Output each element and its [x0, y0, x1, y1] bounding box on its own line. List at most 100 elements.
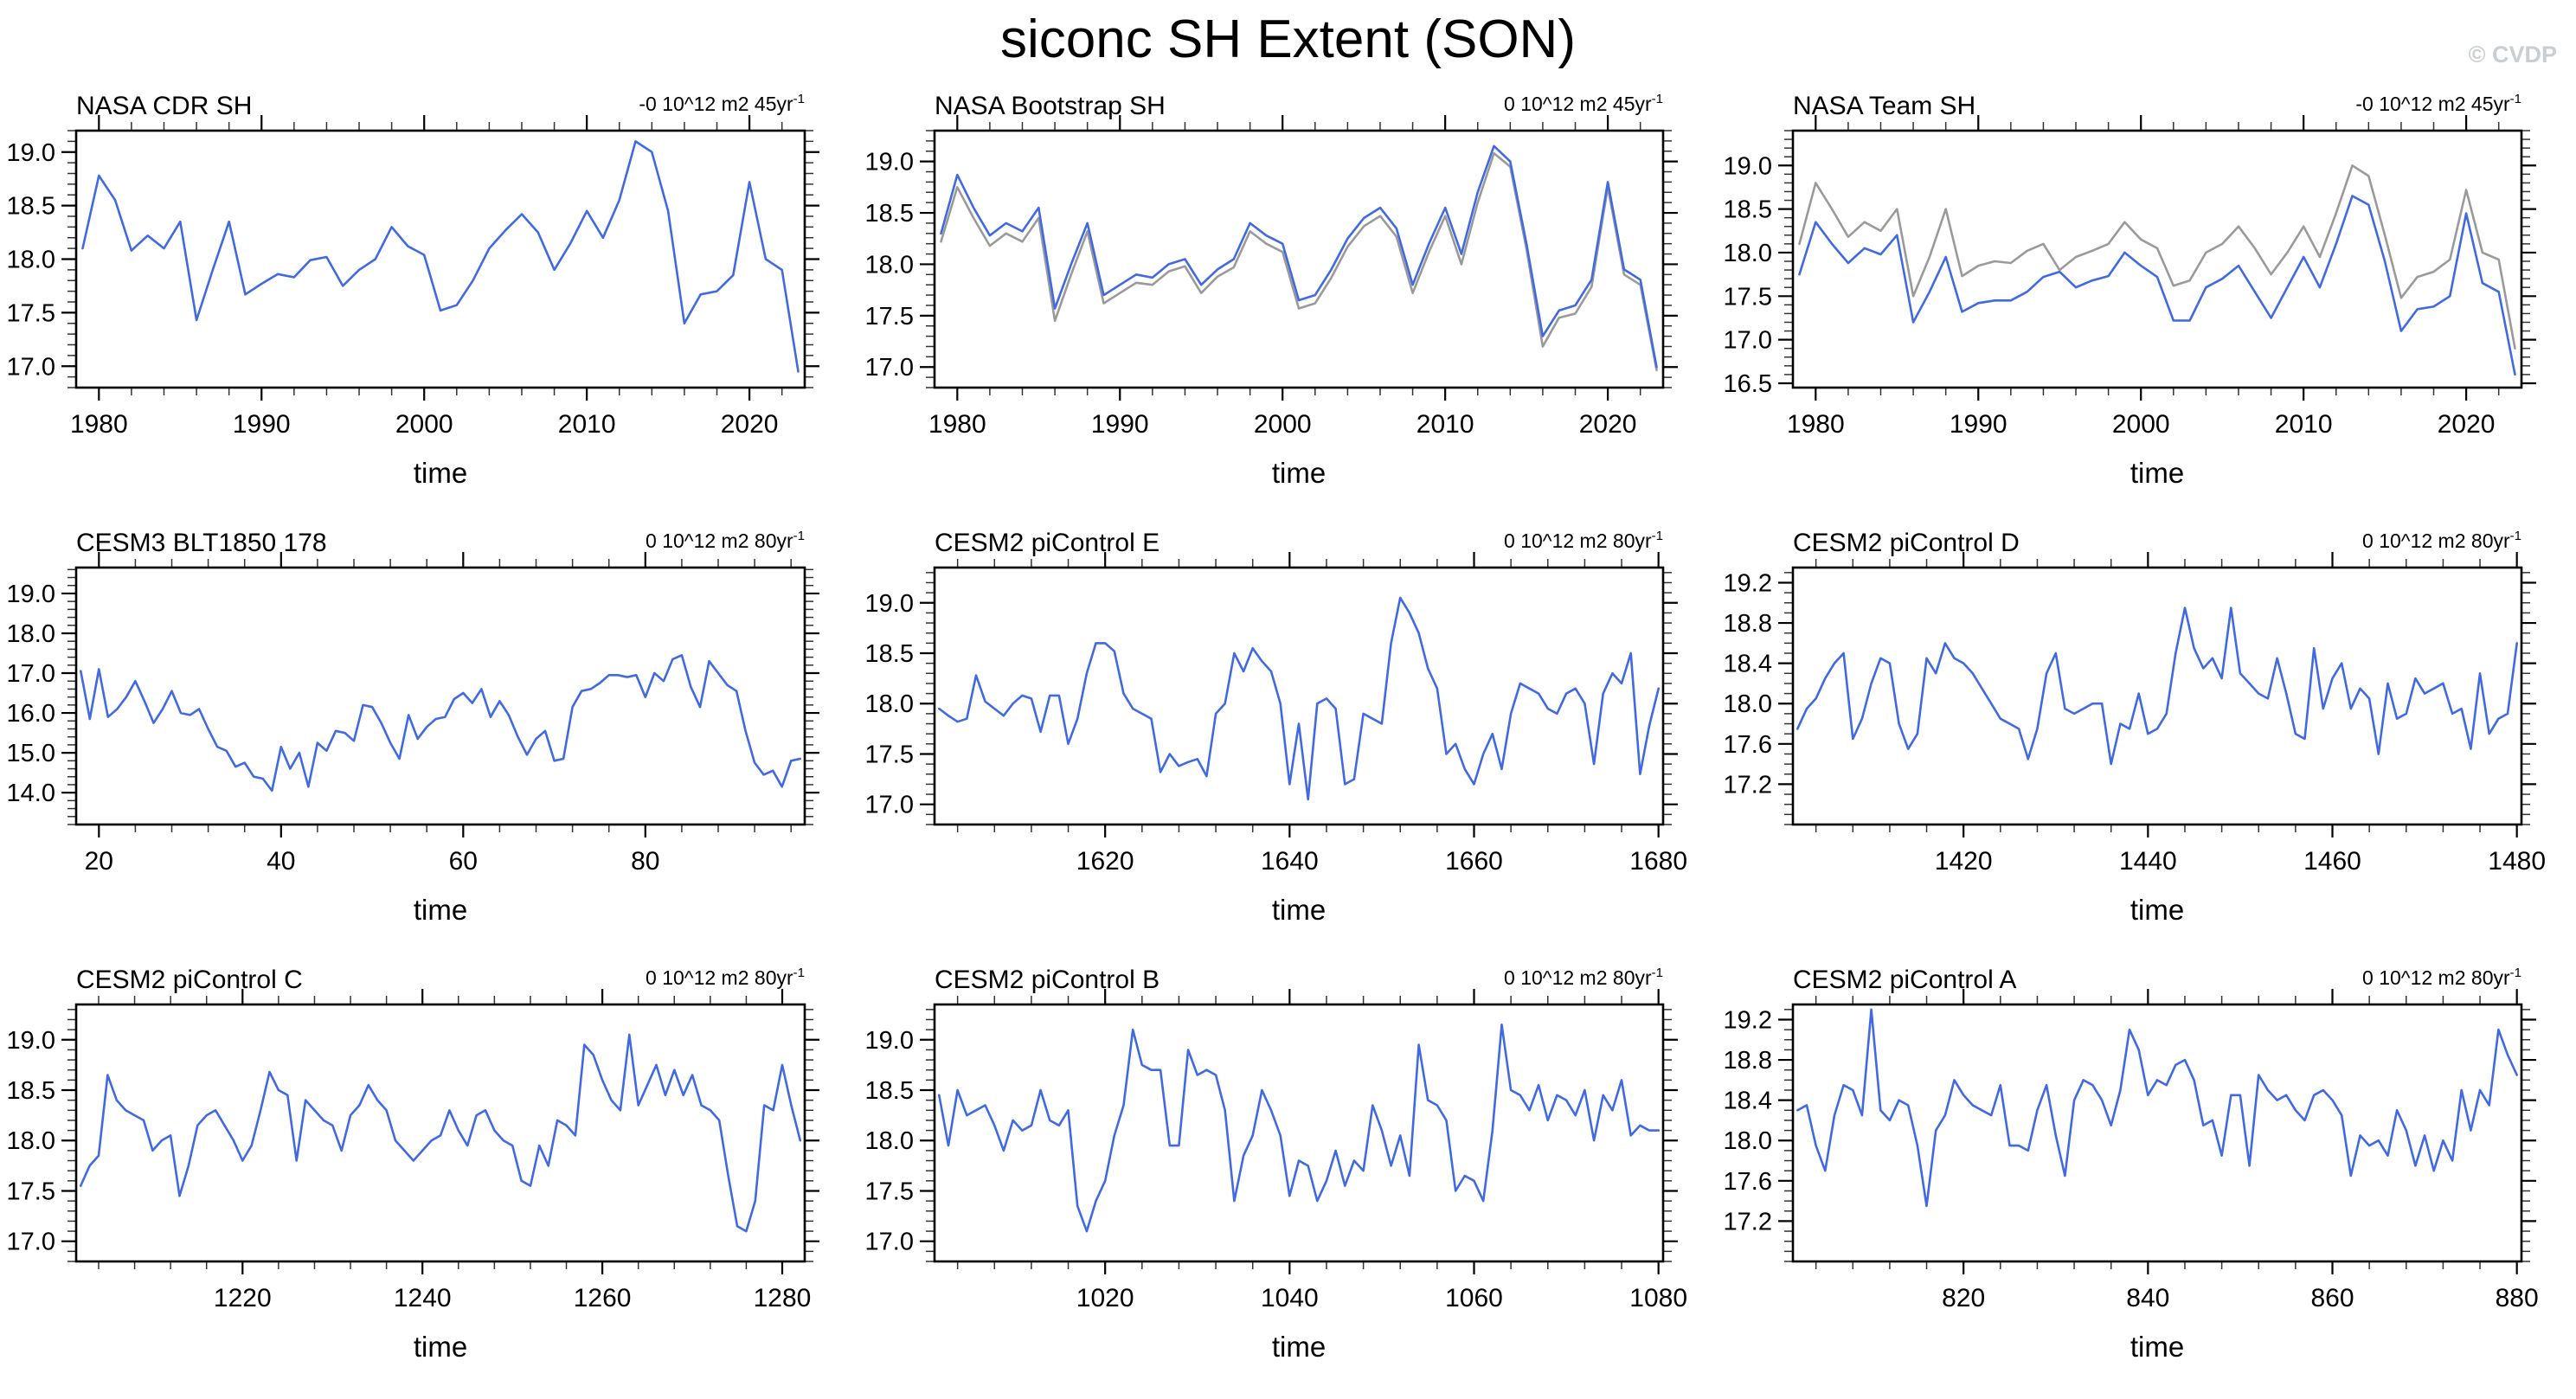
panel-units-annotation: 0 10^12 m2 80yr-1	[1504, 966, 1663, 989]
axis-tick-labels: 820 840 860 880 19.2 18.8 18.4 18.0 17.6 17.2	[1724, 1006, 2539, 1312]
x-tick-label: 1680	[1629, 847, 1687, 876]
panel-title: CESM2 piControl D	[1793, 529, 2020, 557]
y-tick-label: 17.0	[7, 660, 55, 688]
y-tick-label: 19.0	[865, 1027, 914, 1055]
series-line-sea-ice-extent	[1796, 1008, 2519, 1208]
axis-minor-ticks	[1784, 122, 2530, 395]
axis-ticks	[61, 115, 819, 401]
y-tick-label: 17.5	[865, 303, 914, 330]
y-tick-label: 18.0	[7, 247, 55, 274]
plot-frame	[1791, 1003, 2523, 1263]
panel-units-annotation: 0 10^12 m2 45yr-1	[1504, 92, 1663, 115]
x-tick-label: 840	[2126, 1284, 2169, 1312]
y-tick-label: 17.0	[7, 353, 55, 381]
y-tick-label: 18.5	[7, 193, 55, 221]
x-axis-title: time	[2130, 894, 2184, 926]
y-tick-label: 18.8	[1724, 1047, 1772, 1075]
axis-ticks	[1778, 552, 2536, 837]
chart-grid: NASA CDR SH -0 10^12 m2 45yr-1 1980 1990 200…	[0, 83, 2576, 1394]
x-tick-label: 2000	[1254, 410, 1312, 439]
y-tick-label: 14.0	[7, 780, 55, 807]
panel-title: CESM2 piControl B	[935, 966, 1160, 994]
y-tick-label: 18.5	[865, 200, 914, 228]
y-tick-label: 17.0	[865, 1229, 914, 1256]
x-tick-label: 1260	[574, 1284, 632, 1312]
y-tick-label: 17.2	[1724, 1208, 1772, 1235]
plot-frame	[74, 566, 806, 826]
y-tick-label: 18.0	[7, 620, 55, 648]
axis-minor-ticks	[67, 996, 813, 1269]
x-tick-label: 20	[85, 847, 113, 876]
y-tick-label: 17.6	[1724, 731, 1772, 759]
axis-tick-labels: 1620 1640 1660 1680 19.0 18.5 18.0 17.5 17.0	[865, 590, 1687, 876]
panel-title: NASA Team SH	[1793, 92, 1975, 120]
y-tick-label: 18.0	[1724, 1127, 1772, 1155]
y-tick-label: 17.0	[865, 792, 914, 819]
cvdp-watermark: © CVDP	[2468, 42, 2557, 67]
x-tick-label: 1990	[1091, 410, 1149, 439]
y-tick-label: 17.5	[7, 299, 55, 327]
plot-frame	[933, 129, 1665, 389]
panel-title: CESM2 piControl A	[1793, 966, 2016, 994]
y-tick-label: 19.0	[1724, 152, 1772, 180]
x-tick-label: 1220	[214, 1284, 272, 1312]
panel-units-annotation: 0 10^12 m2 80yr-1	[2362, 966, 2521, 989]
y-tick-label: 19.0	[7, 581, 55, 608]
panel-title: CESM2 piControl E	[935, 529, 1160, 557]
axis-tick-labels: 1220 1240 1260 1280 19.0 18.5 18.0 17.5 17.0	[7, 1027, 812, 1312]
plot-frame	[933, 1003, 1665, 1263]
y-tick-label: 18.5	[865, 1077, 914, 1105]
x-tick-label: 2020	[2438, 410, 2496, 439]
y-tick-label: 18.0	[865, 251, 914, 279]
x-tick-label: 1060	[1445, 1284, 1503, 1312]
x-tick-label: 880	[2496, 1284, 2539, 1312]
axis-minor-ticks	[926, 122, 1672, 395]
y-tick-label: 17.0	[1724, 327, 1772, 355]
y-tick-label: 19.0	[865, 149, 914, 176]
page-title: siconc SH Extent (SON)	[1000, 10, 1576, 69]
series-line-sea-ice-extent	[80, 654, 802, 793]
axis-minor-ticks	[926, 996, 1672, 1269]
x-tick-label: 1280	[754, 1284, 812, 1312]
y-tick-label: 15.0	[7, 740, 55, 767]
x-axis-title: time	[414, 1331, 467, 1363]
chart-svg: CESM3 BLT1850 178 0 10^12 m2 80yr-1 20 40 60…	[7, 529, 819, 926]
x-tick-label: 1640	[1261, 847, 1319, 876]
x-axis-title: time	[1272, 1331, 1326, 1363]
x-axis-title: time	[2130, 1331, 2184, 1363]
y-tick-label: 17.0	[7, 1229, 55, 1256]
page-header: siconc SH Extent (SON)	[0, 0, 2576, 83]
axis-ticks	[1778, 115, 2536, 401]
chart-panel: NASA CDR SH -0 10^12 m2 45yr-1 1980 1990 200…	[0, 83, 858, 520]
y-tick-label: 17.5	[1724, 283, 1772, 311]
series-line-sea-ice-extent	[1798, 195, 2516, 376]
panel-units-annotation: 0 10^12 m2 80yr-1	[2362, 529, 2521, 552]
x-tick-label: 820	[1942, 1284, 1985, 1312]
y-tick-label: 18.5	[1724, 196, 1772, 224]
axis-minor-ticks	[67, 559, 813, 832]
axis-minor-ticks	[1784, 559, 2530, 832]
x-tick-label: 40	[267, 847, 295, 876]
panel-title: CESM2 piControl C	[76, 966, 303, 994]
series-line-secondary-obs	[940, 151, 1658, 372]
x-tick-label: 2020	[1579, 410, 1637, 439]
x-axis-title: time	[414, 894, 467, 926]
y-tick-label: 18.0	[865, 690, 914, 718]
y-tick-label: 17.5	[7, 1178, 55, 1205]
plot-frame	[74, 1003, 806, 1263]
y-tick-label: 18.4	[1724, 651, 1772, 678]
y-tick-label: 19.0	[7, 139, 55, 167]
plot-frame	[1791, 129, 2523, 389]
x-tick-label: 2000	[395, 410, 453, 439]
x-tick-label: 1980	[1787, 410, 1845, 439]
panel-title: NASA Bootstrap SH	[935, 92, 1166, 120]
series-line-sea-ice-extent	[938, 1024, 1661, 1233]
x-tick-label: 1480	[2488, 847, 2546, 876]
y-tick-label: 19.2	[1724, 1006, 1772, 1034]
y-tick-label: 18.5	[7, 1077, 55, 1105]
series-line-sea-ice-extent	[940, 144, 1658, 369]
